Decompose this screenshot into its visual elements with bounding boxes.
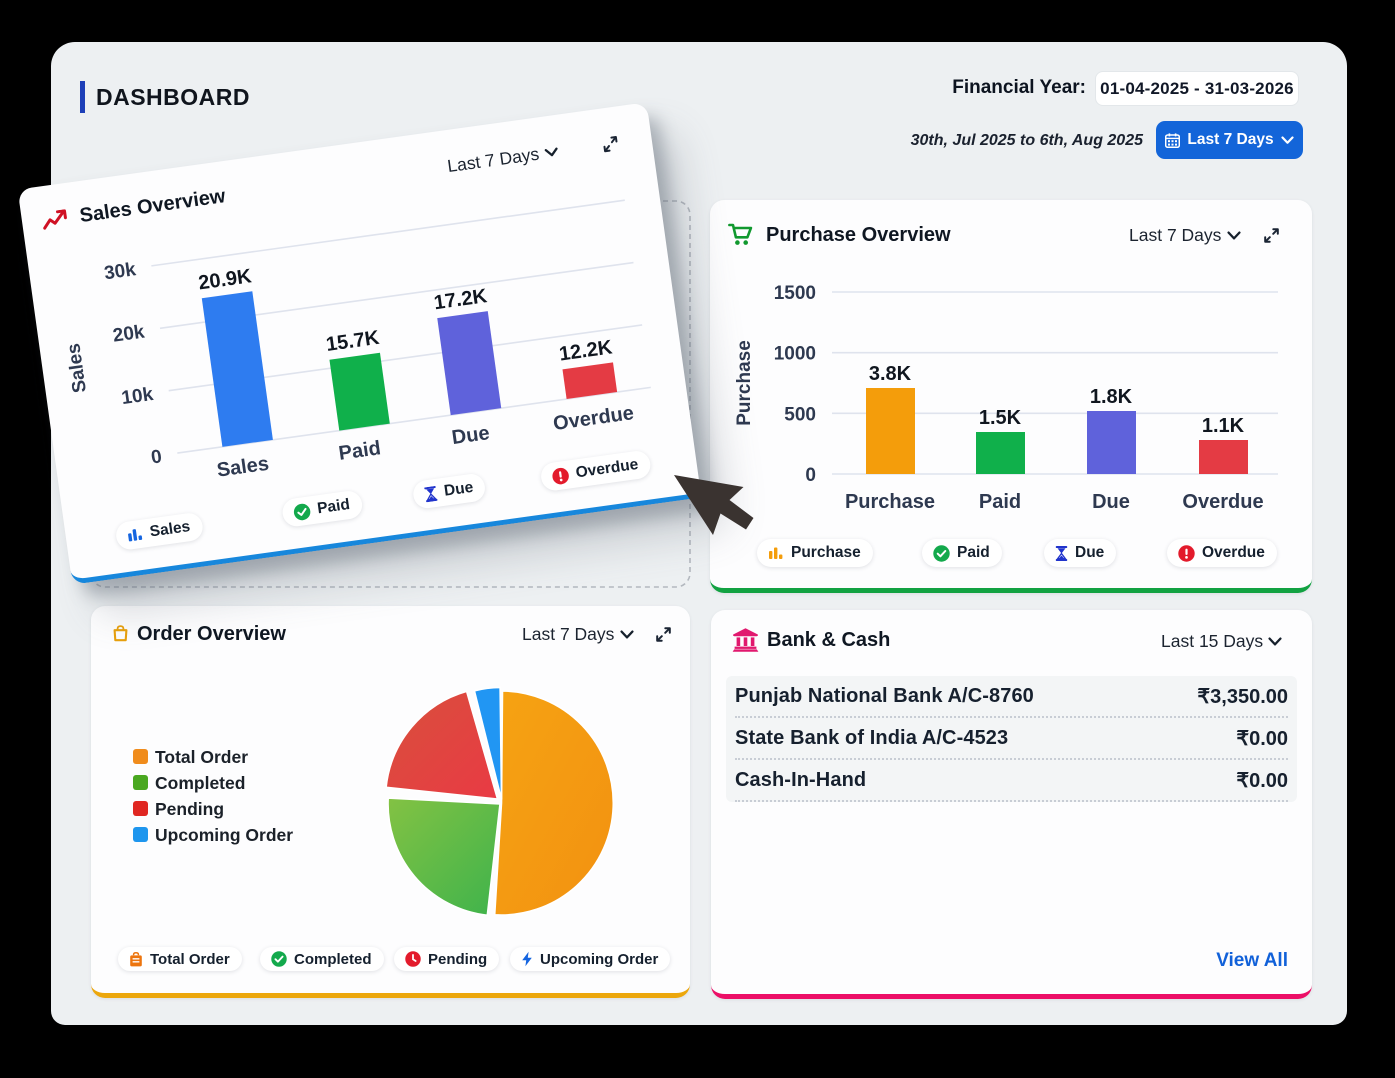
svg-text:Purchase: Purchase [734,340,755,426]
svg-text:Paid: Paid [979,491,1021,513]
svg-text:Due: Due [1092,491,1130,513]
svg-text:20k: 20k [112,321,147,346]
svg-text:1.1K: 1.1K [1202,415,1245,437]
svg-text:Overdue: Overdue [552,402,635,435]
svg-text:1500: 1500 [774,283,816,304]
svg-text:1.5K: 1.5K [979,407,1022,429]
svg-text:0: 0 [805,465,816,486]
svg-text:30k: 30k [103,259,138,284]
svg-text:10k: 10k [120,384,155,409]
svg-text:Paid: Paid [337,437,382,465]
svg-text:15.7K: 15.7K [325,327,381,356]
svg-text:12.2K: 12.2K [558,336,614,365]
svg-text:1000: 1000 [774,344,816,365]
svg-text:Sales: Sales [215,453,270,482]
svg-text:1.8K: 1.8K [1090,386,1133,408]
svg-text:Sales: Sales [63,342,91,394]
svg-text:Purchase: Purchase [845,491,935,513]
svg-text:0: 0 [150,446,163,468]
svg-text:Overdue: Overdue [1182,491,1263,513]
svg-text:Due: Due [450,422,490,449]
svg-text:20.9K: 20.9K [197,265,253,294]
svg-text:3.8K: 3.8K [869,363,912,385]
svg-text:500: 500 [784,404,816,425]
